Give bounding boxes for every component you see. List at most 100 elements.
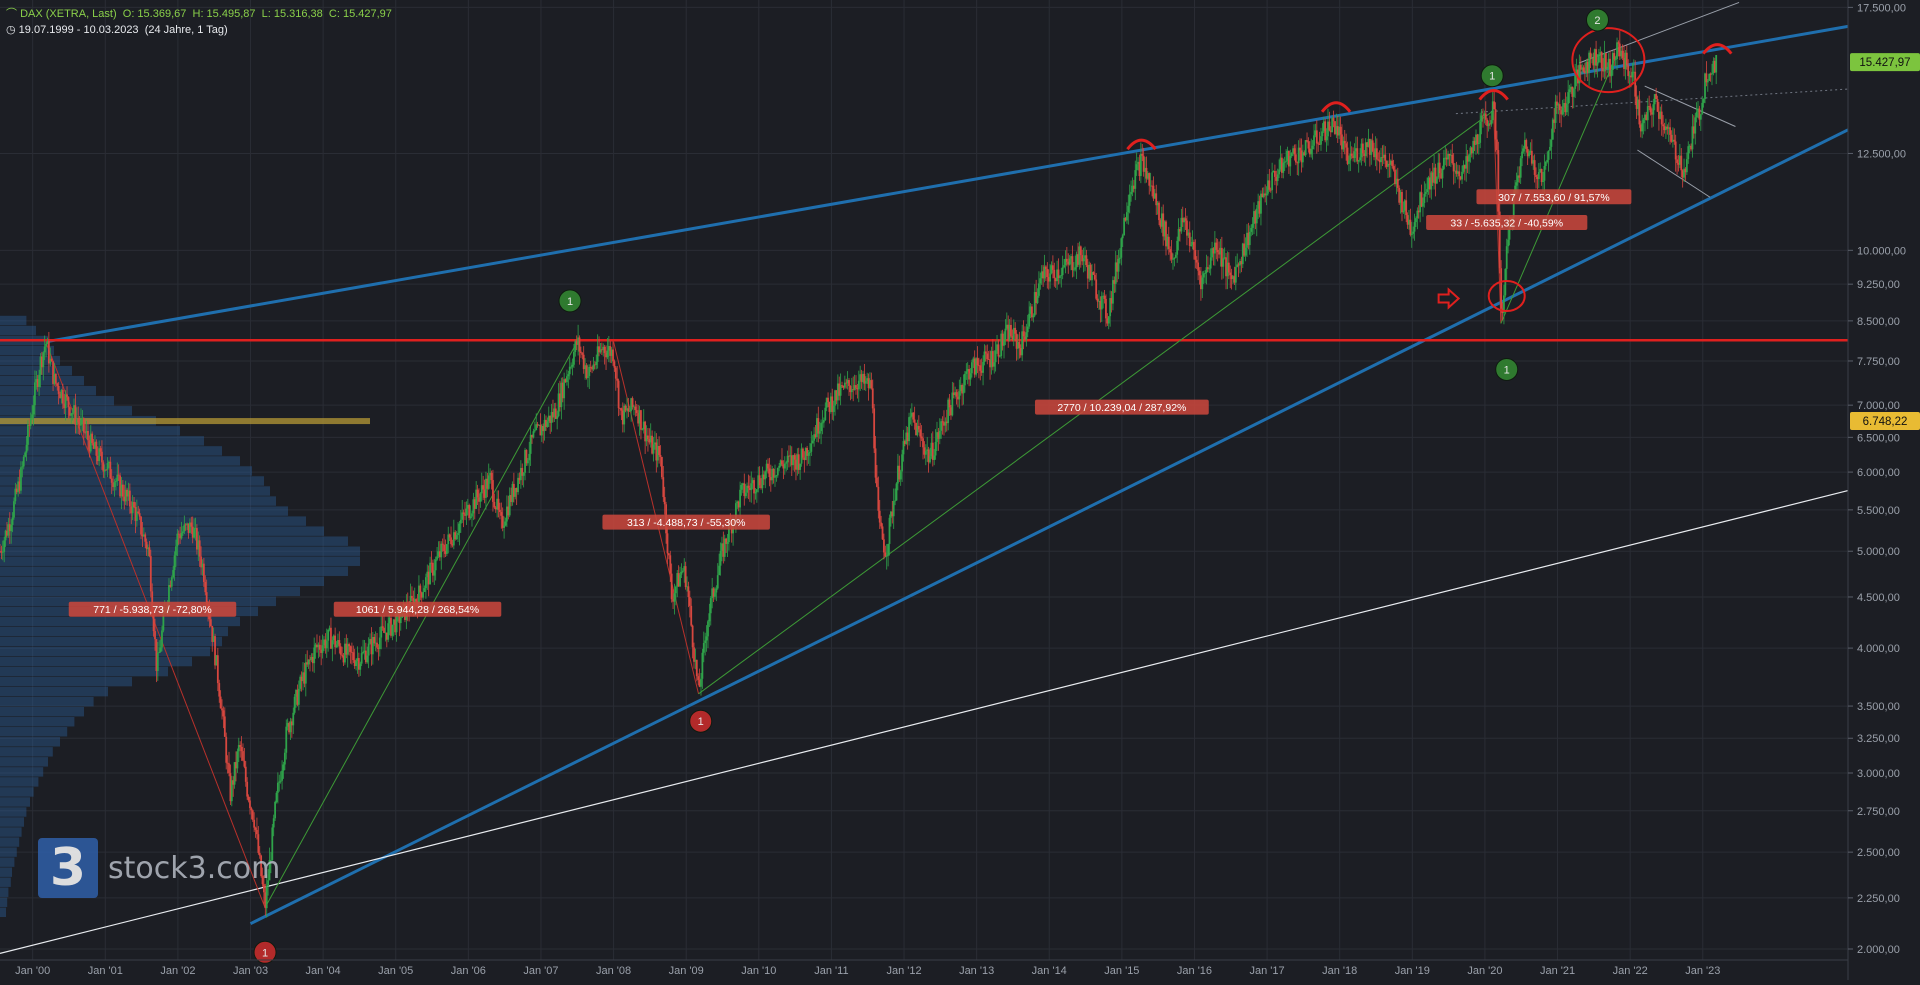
candle-body xyxy=(464,514,466,516)
candle-body xyxy=(659,455,662,457)
candle-body xyxy=(1564,102,1567,113)
candle-body xyxy=(1105,298,1107,319)
candle-body xyxy=(595,361,598,365)
candle-body xyxy=(1010,324,1012,337)
candle-body xyxy=(1503,295,1505,313)
candle-body xyxy=(1491,101,1494,121)
candle-body xyxy=(1287,150,1290,167)
date-range[interactable]: 19.07.1999 - 10.03.2023 xyxy=(18,24,139,36)
volume-bar xyxy=(0,536,348,546)
candle-body xyxy=(1494,109,1497,140)
candle-body xyxy=(1301,152,1304,163)
wedge-2022-lower[interactable] xyxy=(1637,149,1711,198)
candle-body xyxy=(654,442,656,445)
covid-rally-line[interactable] xyxy=(1500,48,1620,324)
chart-type-icon[interactable]: ⌒ xyxy=(6,8,17,20)
top-arc xyxy=(1702,43,1733,55)
volume-bar xyxy=(0,686,108,697)
candle-body xyxy=(473,499,476,509)
channel-2021-upper[interactable] xyxy=(1579,1,1740,64)
candle-body xyxy=(644,421,647,442)
volume-bar xyxy=(0,817,24,827)
upper-channel-line[interactable] xyxy=(45,24,1849,344)
volume-bar xyxy=(0,717,75,727)
volume-bar xyxy=(0,727,68,737)
candle-body xyxy=(757,475,760,490)
candle-body xyxy=(849,385,852,393)
candle-body xyxy=(1540,168,1543,183)
wave-marker-label: 1 xyxy=(698,716,704,728)
candle-body xyxy=(783,463,786,469)
candle-body xyxy=(853,385,856,390)
candle-body xyxy=(1625,52,1628,66)
candle-body xyxy=(609,346,612,356)
candle-body xyxy=(1219,247,1222,255)
wedge-2022-upper[interactable] xyxy=(1644,85,1736,127)
candle-body xyxy=(570,366,573,368)
candle-body xyxy=(335,644,338,648)
candle-body xyxy=(1139,153,1142,177)
candle-body xyxy=(1475,134,1477,145)
candle-body xyxy=(1711,73,1713,75)
candle-body xyxy=(1462,165,1465,172)
candle-body xyxy=(1665,126,1667,131)
volume-bar xyxy=(0,867,12,877)
level-badge[interactable]: 6.748,22 xyxy=(1863,416,1908,428)
candle-body xyxy=(1110,298,1113,304)
rally-2003-2007-line[interactable] xyxy=(264,341,578,908)
candle-body xyxy=(1484,113,1487,120)
candle-body xyxy=(1627,65,1630,76)
candle-body xyxy=(1642,119,1645,124)
candle-body xyxy=(866,378,869,381)
candle-body xyxy=(944,421,947,426)
dotted-guide-line[interactable] xyxy=(1455,88,1849,115)
candle-body xyxy=(1296,162,1299,164)
candle-body xyxy=(34,382,36,406)
clock-icon[interactable]: ◷ xyxy=(6,24,16,36)
candle-body xyxy=(744,492,747,497)
candle-body xyxy=(398,610,401,624)
candle-body xyxy=(54,373,57,384)
candle-body xyxy=(40,356,43,368)
candle-body xyxy=(1071,256,1074,271)
candle-body xyxy=(98,448,101,462)
candle-body xyxy=(1050,265,1053,274)
volume-bar xyxy=(0,345,54,356)
candle-body xyxy=(635,410,638,414)
candle-body xyxy=(800,448,803,464)
x-tick-label: Jan '03 xyxy=(233,965,268,977)
lower-channel-line[interactable] xyxy=(249,128,1849,926)
volume-bar xyxy=(0,626,228,637)
candle-body xyxy=(603,346,606,353)
long-term-support-line[interactable] xyxy=(0,489,1849,954)
candle-body xyxy=(619,408,621,409)
candle-body xyxy=(1229,272,1232,276)
candle-body xyxy=(1401,192,1403,213)
candle-body xyxy=(1420,192,1423,207)
x-tick-label: Jan '17 xyxy=(1250,965,1285,977)
candle-body xyxy=(1528,152,1530,157)
candle-body xyxy=(821,422,824,424)
current-price-badge[interactable]: 15.427,97 xyxy=(1859,57,1910,69)
candle-body xyxy=(535,424,538,431)
candle-body xyxy=(1399,192,1402,203)
candle-body xyxy=(922,438,924,448)
candle-body xyxy=(891,511,894,517)
candle-body xyxy=(585,365,588,378)
candle-body xyxy=(1172,258,1174,260)
candle-body xyxy=(6,530,8,536)
symbol-label[interactable]: DAX (XETRA, Last) xyxy=(20,8,117,20)
candle-body xyxy=(1356,148,1359,162)
candle-body xyxy=(975,358,977,375)
candle-body xyxy=(1363,153,1366,157)
candle-body xyxy=(1688,145,1691,147)
candle-body xyxy=(142,534,145,537)
candle-body xyxy=(658,446,661,456)
y-tick-label: 10.000,00 xyxy=(1857,245,1906,257)
candle-body xyxy=(1257,201,1260,209)
candle-body xyxy=(459,519,462,524)
candle-body xyxy=(57,385,60,394)
candle-body xyxy=(1584,71,1586,74)
candle-body xyxy=(1685,159,1688,173)
